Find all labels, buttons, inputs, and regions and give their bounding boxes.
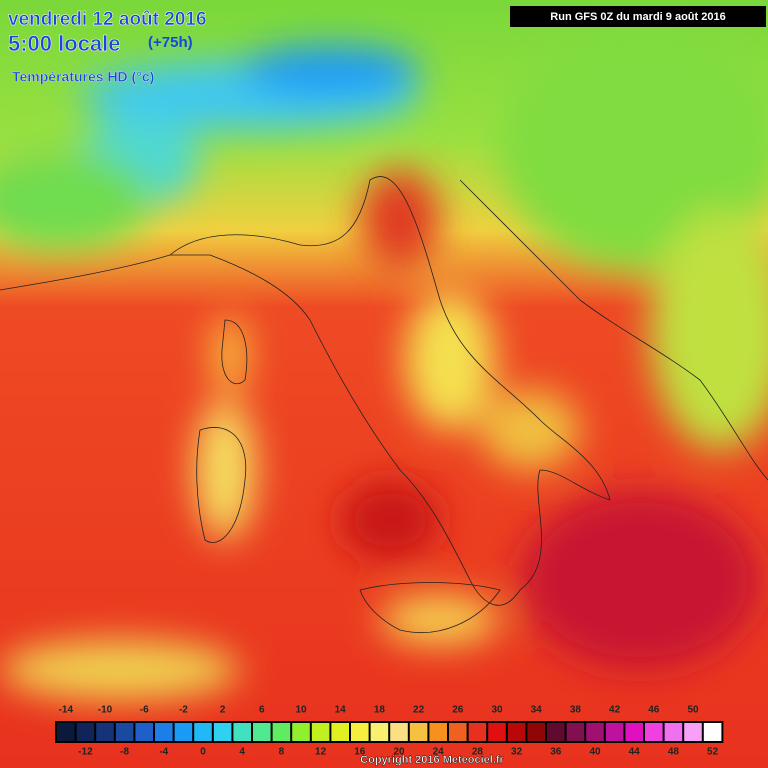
legend-label: 22 xyxy=(413,705,425,716)
legend-label: 20 xyxy=(393,747,405,758)
legend-swatch xyxy=(135,723,153,741)
legend-swatch xyxy=(507,723,526,741)
field-name: Températures HD (°c) xyxy=(12,69,154,85)
legend-label: 26 xyxy=(452,705,464,716)
legend-swatch xyxy=(449,723,467,741)
legend-swatch xyxy=(76,723,95,741)
legend-swatch xyxy=(272,723,291,741)
run-label: Run GFS 0Z du mardi 9 août 2016 xyxy=(550,11,725,23)
legend-swatch xyxy=(409,723,428,741)
copyright: Copyright 2016 Meteociel.fr xyxy=(360,754,504,766)
legend-label: 44 xyxy=(629,747,641,758)
legend-label: 12 xyxy=(315,747,327,758)
legend: -14-12-10-8-6-4-202468101214161820222426… xyxy=(55,705,724,758)
legend-swatch xyxy=(331,723,349,741)
legend-label: 24 xyxy=(433,747,445,758)
forecast-lead: (+75h) xyxy=(148,34,193,51)
legend-label: 52 xyxy=(707,747,719,758)
legend-swatch xyxy=(566,723,585,741)
legend-swatch xyxy=(96,723,114,741)
coastlines xyxy=(0,176,768,633)
legend-swatch xyxy=(468,723,487,741)
legend-swatch xyxy=(703,723,722,741)
legend-swatch xyxy=(115,723,134,741)
map-time: 5:00 locale xyxy=(8,31,121,56)
legend-label: 48 xyxy=(668,747,680,758)
legend-label: -2 xyxy=(179,705,188,716)
legend-label: -14 xyxy=(59,705,74,716)
legend-label: 36 xyxy=(550,747,562,758)
legend-swatch xyxy=(194,723,212,741)
legend-label: 38 xyxy=(570,705,582,716)
legend-swatch xyxy=(292,723,310,741)
temperature-field xyxy=(0,30,768,700)
legend-swatch xyxy=(311,723,330,741)
legend-swatch xyxy=(57,723,75,741)
legend-label: 6 xyxy=(259,705,265,716)
legend-label: 28 xyxy=(472,747,484,758)
legend-label: -4 xyxy=(159,747,168,758)
legend-swatch xyxy=(684,723,702,741)
legend-swatch xyxy=(233,723,251,741)
legend-swatch xyxy=(664,723,683,741)
run-label-box xyxy=(510,6,766,27)
legend-swatch xyxy=(586,723,604,741)
legend-label: 18 xyxy=(374,705,386,716)
legend-label: 30 xyxy=(491,705,503,716)
legend-label: 14 xyxy=(335,705,347,716)
legend-label: 46 xyxy=(648,705,660,716)
legend-label: -8 xyxy=(120,747,129,758)
legend-swatch xyxy=(488,723,506,741)
legend-swatch xyxy=(253,723,271,741)
legend-label: 50 xyxy=(687,705,699,716)
legend-label: 40 xyxy=(589,747,601,758)
legend-swatch xyxy=(547,723,565,741)
legend-swatch xyxy=(155,723,173,741)
legend-swatch xyxy=(213,723,232,741)
legend-label: -10 xyxy=(98,705,113,716)
legend-swatch xyxy=(370,723,389,741)
legend-swatch xyxy=(390,723,408,741)
legend-label: 2 xyxy=(220,705,226,716)
legend-swatch xyxy=(174,723,193,741)
legend-swatch xyxy=(625,723,643,741)
legend-label: 0 xyxy=(200,747,206,758)
legend-swatch xyxy=(645,723,663,741)
legend-label: 8 xyxy=(279,747,285,758)
map-date: vendredi 12 août 2016 xyxy=(8,9,207,30)
legend-swatch xyxy=(605,723,624,741)
legend-swatch xyxy=(527,723,545,741)
legend-label: 10 xyxy=(295,705,307,716)
legend-label: 34 xyxy=(531,705,543,716)
legend-label: 32 xyxy=(511,747,523,758)
legend-label: 42 xyxy=(609,705,621,716)
legend-label: -6 xyxy=(140,705,149,716)
legend-label: 4 xyxy=(239,747,245,758)
legend-label: 16 xyxy=(354,747,366,758)
legend-swatch xyxy=(351,723,369,741)
legend-swatch xyxy=(429,723,447,741)
legend-label: -12 xyxy=(78,747,93,758)
